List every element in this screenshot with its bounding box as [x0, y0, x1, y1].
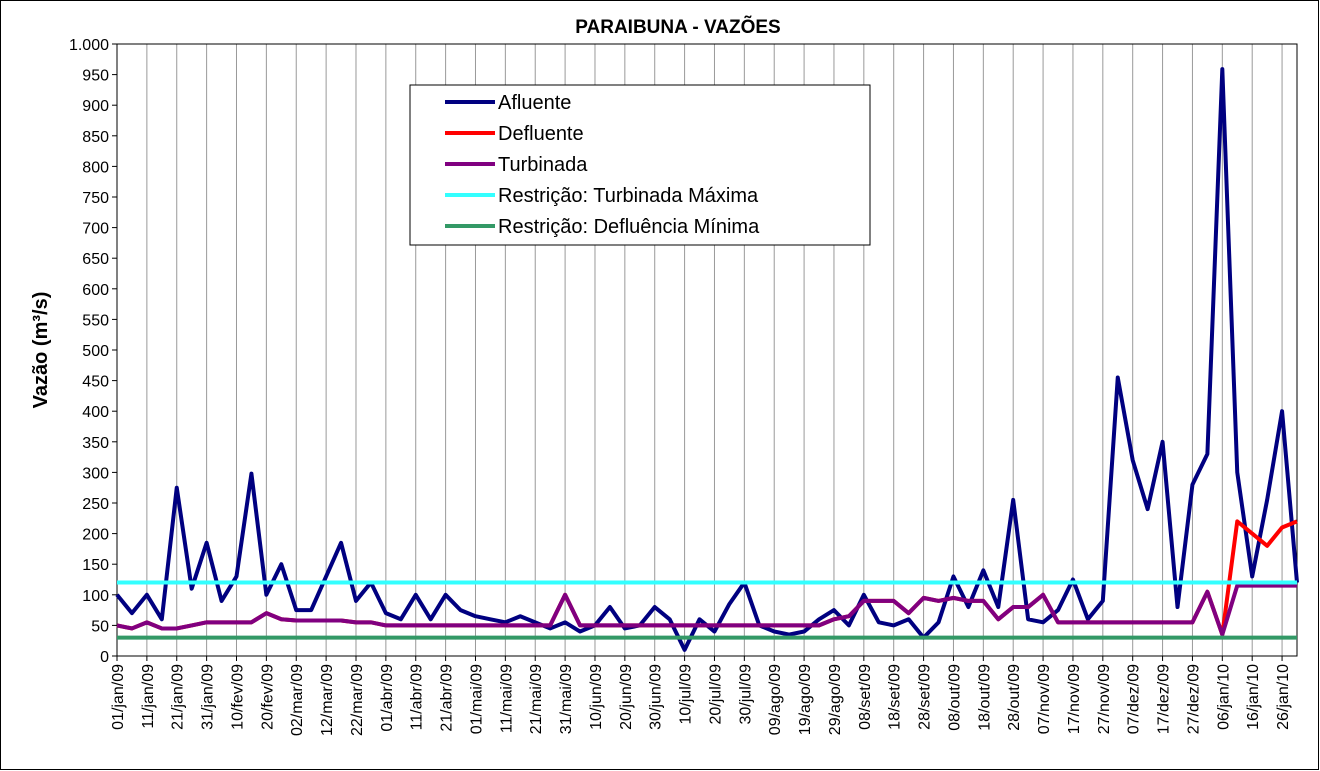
x-tick-label: 08/set/09: [857, 664, 874, 730]
y-tick-label: 550: [82, 312, 109, 329]
x-tick-label: 17/nov/09: [1066, 664, 1083, 734]
x-tick-label: 01/mai/09: [468, 664, 485, 734]
y-tick-label: 300: [82, 465, 109, 482]
y-tick-label: 50: [91, 618, 109, 635]
x-tick-label: 22/mar/09: [349, 664, 366, 736]
legend-label: Restrição: Turbinada Máxima: [498, 185, 759, 207]
y-tick-label: 100: [82, 588, 109, 605]
y-tick-label: 450: [82, 374, 109, 391]
y-tick-label: 500: [82, 343, 109, 360]
x-tick-label: 11/jan/09: [140, 664, 157, 729]
x-tick-label: 26/jan/10: [1275, 664, 1292, 730]
x-tick-label: 09/ago/09: [767, 664, 784, 735]
y-tick-label: 800: [82, 159, 109, 176]
x-tick-label: 27/nov/09: [1096, 664, 1113, 734]
y-tick-label: 650: [82, 251, 109, 268]
y-axis-title: Vazão (m³/s): [30, 292, 52, 409]
y-tick-label: 850: [82, 129, 109, 146]
x-tick-label: 01/jan/09: [110, 664, 127, 730]
x-tick-label: 30/jul/09: [737, 664, 754, 725]
x-tick-label: 08/out/09: [946, 664, 963, 731]
y-tick-label: 400: [82, 404, 109, 421]
x-tick-label: 07/nov/09: [1036, 664, 1053, 734]
plot-area: [116, 43, 1298, 657]
x-tick-label: 18/set/09: [887, 664, 904, 730]
x-tick-label: 16/jan/10: [1245, 664, 1262, 730]
x-tick-label: 02/mar/09: [289, 664, 306, 736]
x-tick-label: 06/jan/10: [1215, 664, 1232, 730]
x-tick-label: 20/jul/09: [707, 664, 724, 725]
x-tick-label: 10/fev/09: [229, 664, 246, 730]
y-tick-label: 200: [82, 527, 109, 544]
y-tick-label: 250: [82, 496, 109, 513]
x-tick-label: 20/fev/09: [259, 664, 276, 730]
x-tick-label: 31/mai/09: [558, 664, 575, 734]
x-tick-label: 21/mai/09: [528, 664, 545, 734]
legend-label: Restrição: Defluência Mínima: [498, 216, 760, 238]
x-tick-label: 21/jan/09: [170, 664, 187, 730]
x-tick-label: 29/ago/09: [827, 664, 844, 735]
series-line: [116, 583, 1297, 637]
chart-title: PARAIBUNA - VAZÕES: [575, 16, 780, 38]
legend-label: Afluente: [498, 92, 571, 114]
y-tick-label: 750: [82, 190, 109, 207]
y-tick-label: 1.000: [69, 37, 109, 54]
y-tick-label: 350: [82, 435, 109, 452]
x-tick-label: 31/jan/09: [200, 664, 217, 730]
y-tick-label: 600: [82, 282, 109, 299]
x-tick-label: 30/jun/09: [648, 664, 665, 730]
legend-label: Turbinada: [498, 154, 588, 176]
y-tick-label: 950: [82, 68, 109, 85]
x-tick-label: 27/dez/09: [1185, 664, 1202, 734]
x-tick-label: 20/jun/09: [618, 664, 635, 730]
x-tick-label: 07/dez/09: [1126, 664, 1143, 734]
x-tick-label: 10/jun/09: [588, 664, 605, 730]
x-tick-label: 10/jul/09: [678, 664, 695, 725]
y-tick-label: 900: [82, 98, 109, 115]
y-tick-label: 700: [82, 221, 109, 238]
x-tick-label: 21/abr/09: [439, 664, 456, 732]
x-tick-label: 01/abr/09: [379, 664, 396, 732]
x-tick-label: 28/out/09: [1006, 664, 1023, 731]
x-tick-label: 17/dez/09: [1156, 664, 1173, 734]
x-tick-label: 11/mai/09: [498, 664, 515, 733]
y-tick-label: 150: [82, 557, 109, 574]
x-tick-label: 12/mar/09: [319, 664, 336, 736]
x-tick-label: 18/out/09: [976, 664, 993, 731]
x-tick-label: 28/set/09: [917, 664, 934, 730]
y-tick-label: 0: [100, 649, 109, 666]
x-tick-label: 11/abr/09: [409, 664, 426, 731]
x-tick-label: 19/ago/09: [797, 664, 814, 735]
legend-label: Defluente: [498, 123, 584, 145]
